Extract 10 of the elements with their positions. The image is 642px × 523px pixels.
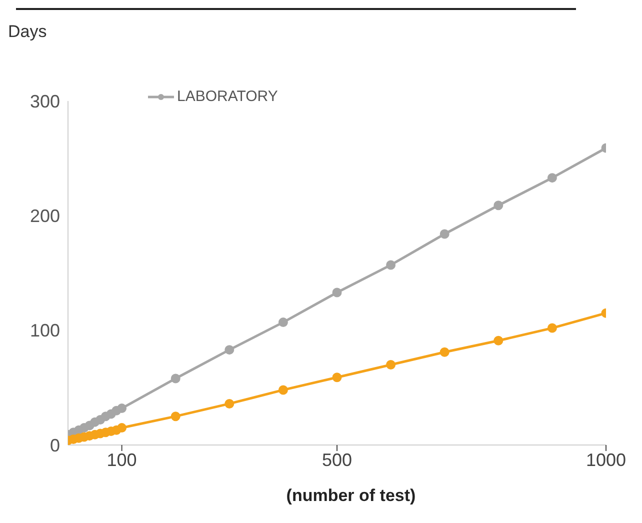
legend-label: LABORATORY	[177, 88, 278, 105]
y-tick-label: 0	[50, 435, 60, 456]
y-axis-title: Days	[8, 22, 47, 42]
x-tick-label: 1000	[586, 450, 626, 470]
y-tick-label: 200	[30, 206, 60, 226]
x-axis-title: (number of test)	[285, 486, 417, 506]
x-tick-label: 100	[106, 450, 137, 470]
y-tick-label: 300	[30, 91, 60, 112]
x-tick-label: 500	[322, 450, 352, 470]
y-tick-label: 100	[30, 320, 60, 341]
